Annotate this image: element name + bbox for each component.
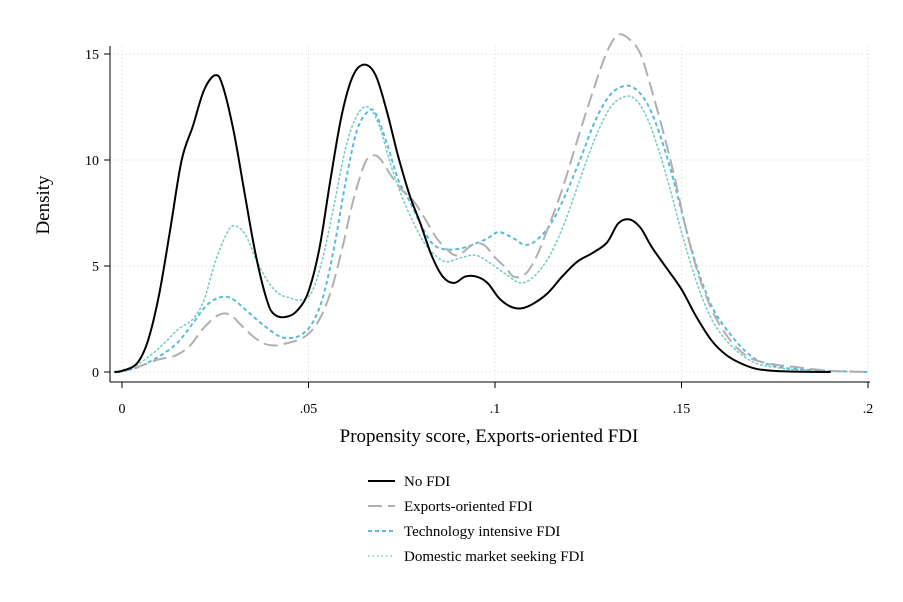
y-tick-label: 5 (92, 260, 99, 275)
legend-label-exports-oriented-fdi: Exports-oriented FDI (404, 499, 533, 515)
y-tick-label: 15 (85, 48, 99, 63)
y-tick-label: 0 (92, 366, 99, 381)
y-axis-title: Density (33, 175, 54, 235)
series-line-technology-intensive-fdi (114, 84, 869, 373)
legend-label-no-fdi: No FDI (404, 474, 450, 490)
x-tick-label: .15 (673, 402, 691, 417)
series-lines (113, 33, 869, 373)
y-tick-label: 10 (85, 154, 99, 169)
series-line-domestic-market-seeking-fdi (113, 95, 869, 373)
ticks: 0 5 10 15 0 .05 .1 .15 .2 (85, 48, 873, 417)
legend-label-domestic-market-seeking-fdi: Domestic market seeking FDI (404, 549, 584, 565)
x-tick-label: .1 (490, 402, 501, 417)
x-tick-label: .2 (863, 402, 874, 417)
legend: No FDI Exports-oriented FDI Technology int… (368, 474, 584, 565)
axes (109, 46, 870, 383)
series-line-exports-oriented-fdi (114, 33, 869, 373)
x-tick-label: 0 (119, 402, 126, 417)
series-line-no-fdi (114, 63, 831, 373)
x-tick-label: .05 (300, 402, 318, 417)
x-axis-title: Propensity score, Exports-oriented FDI (340, 426, 639, 447)
gridlines (110, 46, 870, 382)
legend-label-technology-intensive-fdi: Technology intensive FDI (404, 524, 560, 540)
